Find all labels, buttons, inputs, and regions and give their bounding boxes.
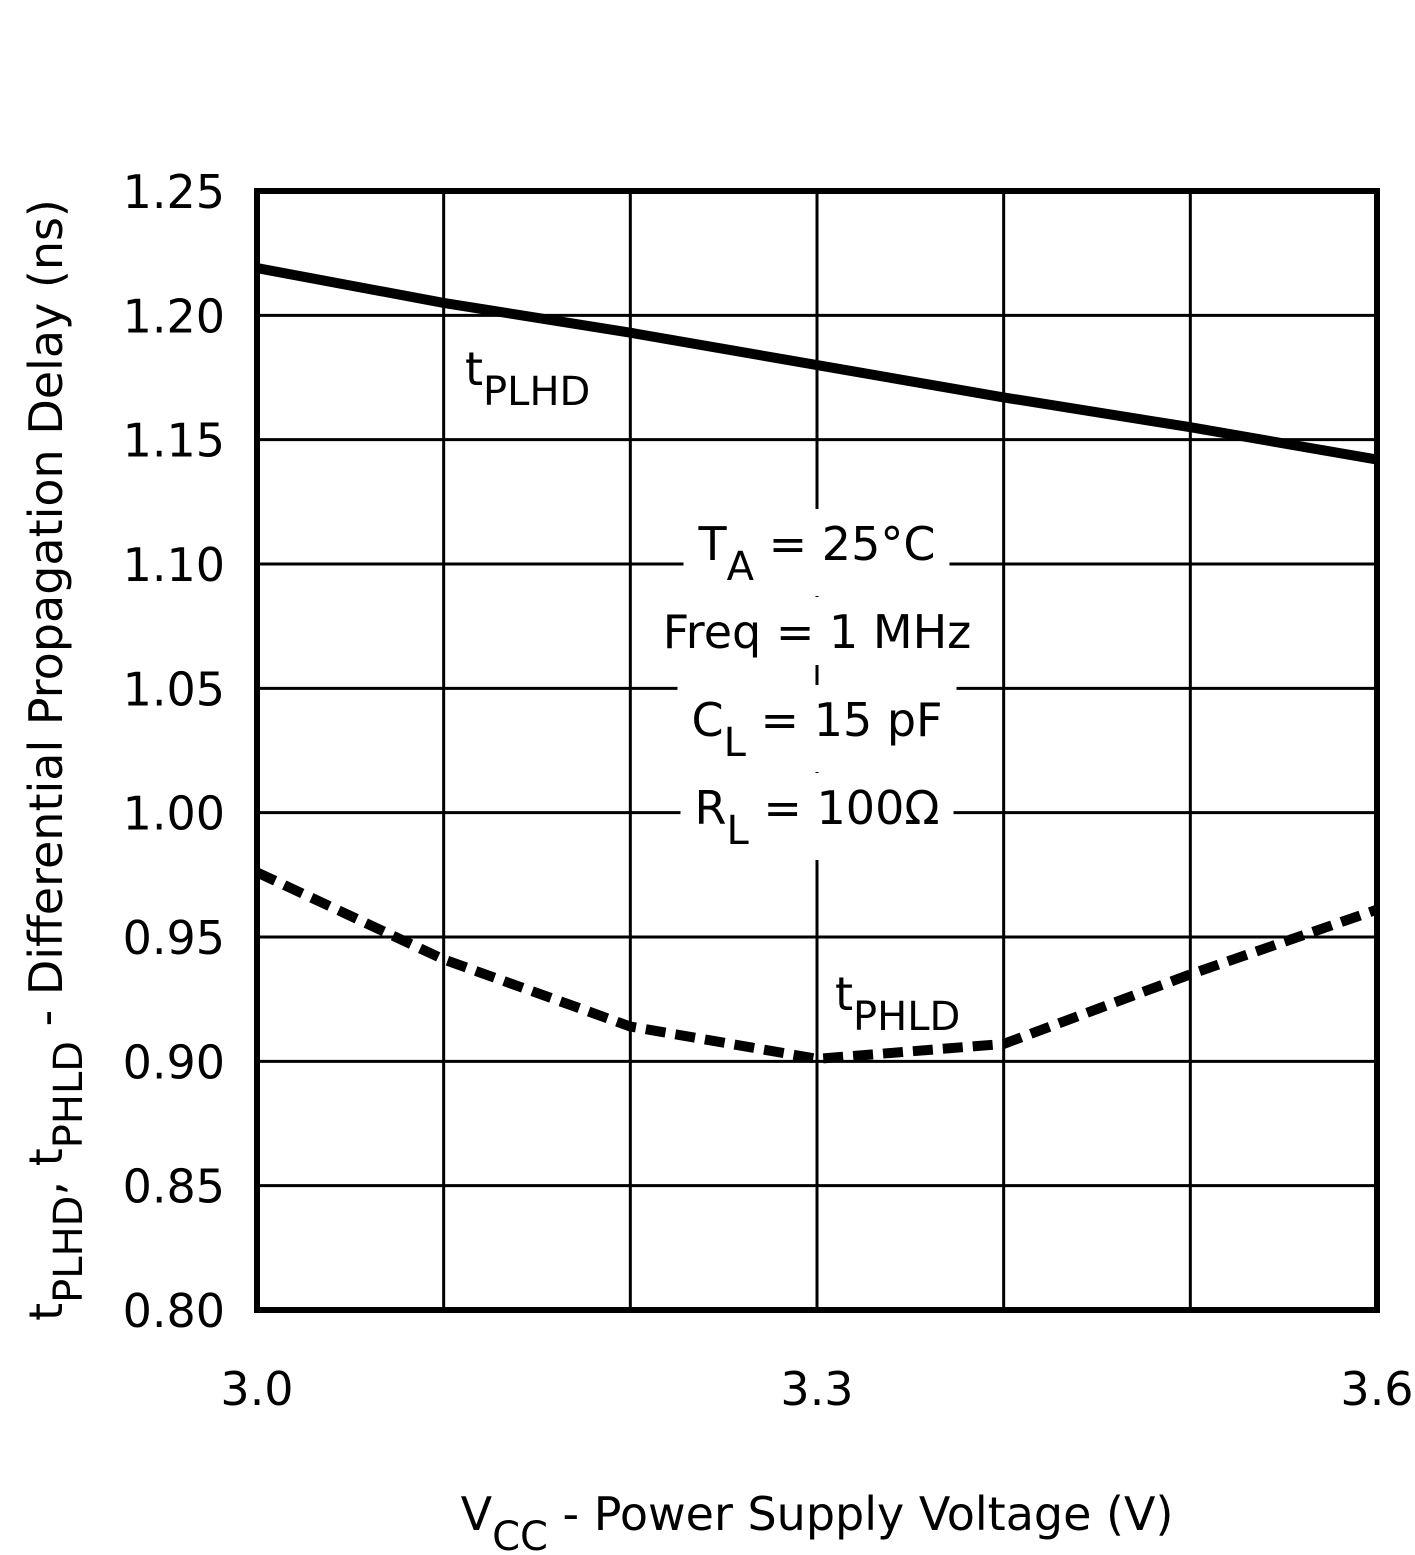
y-tick-label: 0.85: [123, 1160, 225, 1214]
y-tick-label: 0.95: [123, 911, 225, 965]
annotation-background: [648, 597, 986, 665]
text-part: - Differential Propagation Delay (ns): [19, 199, 73, 1041]
y-axis-label: tPLHD, tPHLD - Differential Propagation …: [19, 199, 92, 1321]
series-line: [256, 263, 1378, 465]
y-tick-label: 1.20: [123, 289, 225, 343]
text-part: t: [835, 967, 853, 1021]
y-tick-label: 0.90: [123, 1035, 225, 1089]
overlay: 0.80 0.85 0.90 0.95 1.00 1.05 1.10 1.15 1.20 1.25…: [19, 165, 1414, 1555]
subscript: PHLD: [46, 1041, 92, 1148]
y-tick-label: 1.15: [123, 414, 225, 468]
subscript: PHLD: [853, 994, 960, 1040]
annotation-line: TA = 25°C: [698, 517, 936, 590]
subscript: L: [724, 720, 747, 766]
text-part: Freq = 1 MHz: [663, 605, 972, 659]
annotation-line: RL = 100Ω: [694, 781, 939, 854]
text-part: T: [698, 517, 728, 571]
grid: [255, 189, 1379, 1312]
subscript: L: [726, 808, 749, 854]
text-part: = 100Ω: [749, 781, 940, 835]
plot-marks: [254, 263, 1379, 1064]
subscript: PLHD: [483, 369, 590, 415]
y-tick-label: 0.80: [123, 1284, 225, 1338]
text-part: t: [19, 1303, 73, 1321]
x-tick-label: 3.0: [220, 1362, 293, 1416]
subscript: PLHD: [46, 1196, 92, 1303]
y-tick-label: 1.25: [123, 165, 225, 219]
x-axis-label: VCC - Power Supply Voltage (V): [461, 1487, 1174, 1555]
text-part: = 25°C: [754, 517, 935, 571]
subscript: A: [727, 544, 755, 590]
text-part: = 15 pF: [746, 693, 943, 747]
text-part: t: [465, 342, 483, 396]
text-part: R: [694, 781, 726, 835]
annotation-background: [677, 685, 957, 772]
x-tick-label: 3.3: [780, 1362, 853, 1416]
series-label: tPHLD: [835, 967, 960, 1040]
annotation-background: [680, 773, 954, 860]
text-part: , t: [19, 1148, 73, 1195]
y-tick-label: 1.00: [123, 787, 225, 841]
y-tick-label: 1.05: [123, 662, 225, 716]
text-part: C: [691, 693, 723, 747]
annotation-line: CL = 15 pF: [691, 693, 942, 766]
text-part: V: [461, 1487, 493, 1541]
text-part: - Power Supply Voltage (V): [548, 1487, 1173, 1541]
x-tick-label: 3.6: [1340, 1362, 1413, 1416]
plot-frame: [254, 188, 1380, 1313]
series-label: tPLHD: [465, 342, 590, 415]
subscript: CC: [492, 1514, 548, 1555]
annotation-line: Freq = 1 MHz: [663, 605, 972, 659]
y-tick-label: 1.10: [123, 538, 225, 592]
annotation-background: [683, 509, 950, 596]
